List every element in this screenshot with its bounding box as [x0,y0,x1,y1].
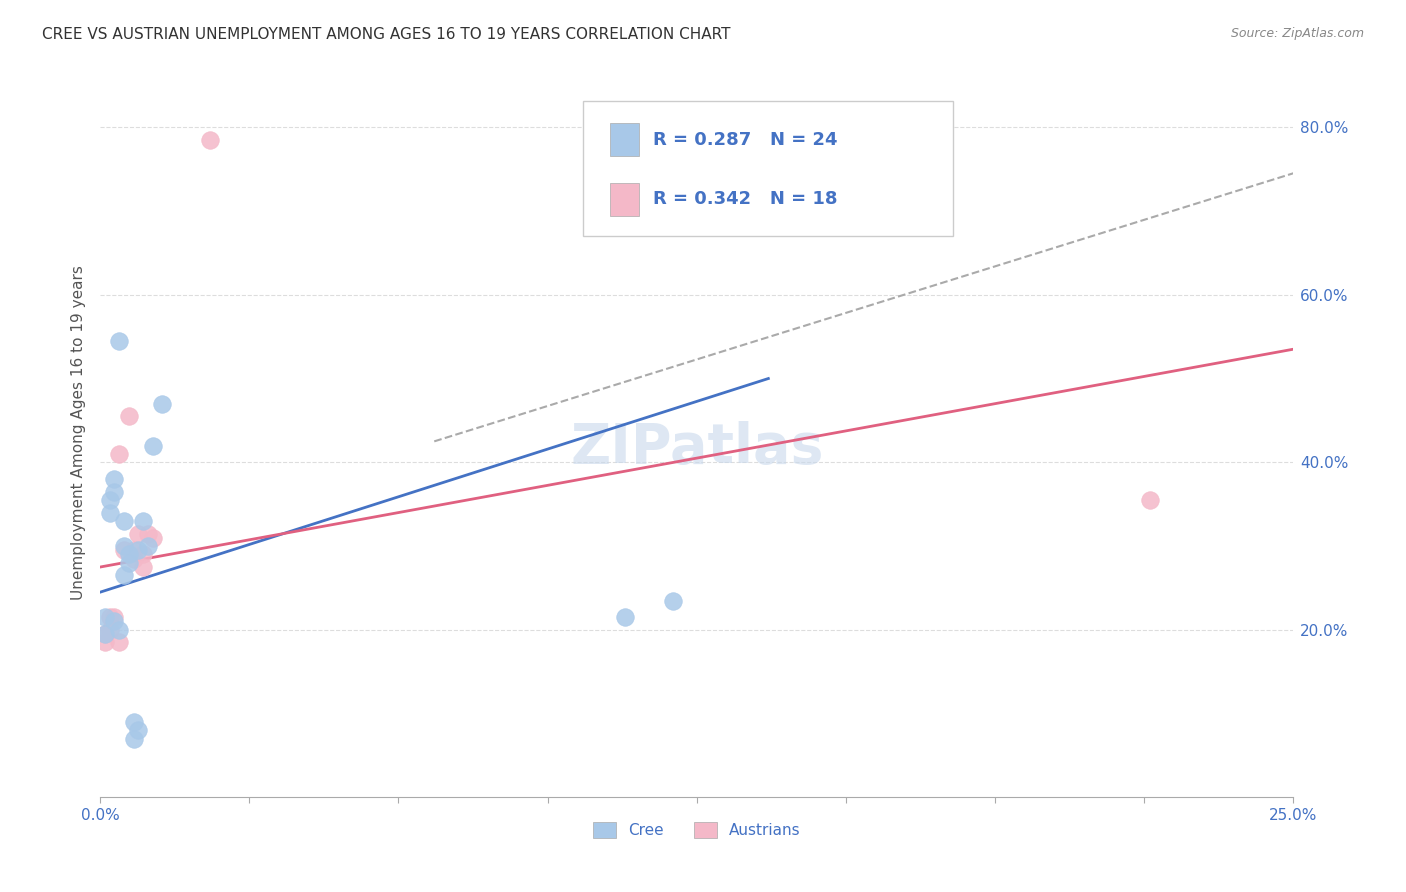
Point [118,548,141,562]
Point [98,623,121,637]
Point [150,397,173,411]
Point [108,623,131,637]
Point [122,551,145,566]
Point [142,438,165,452]
Point [98,610,121,624]
Point [142,531,165,545]
Point [94,627,117,641]
Point [118,556,141,570]
Text: ZIPatlas: ZIPatlas [569,420,824,475]
Text: CREE VS AUSTRIAN UNEMPLOYMENT AMONG AGES 16 TO 19 YEARS CORRELATION CHART: CREE VS AUSTRIAN UNEMPLOYMENT AMONG AGES… [42,27,731,42]
Point [132,548,155,562]
Point [122,543,145,558]
Point [112,568,135,582]
Point [94,627,117,641]
Point [127,543,149,558]
Bar [610,183,640,216]
Text: R = 0.342   N = 18: R = 0.342 N = 18 [652,190,837,209]
Point [136,526,159,541]
Point [118,409,141,424]
Point [112,539,135,553]
Point [122,714,145,729]
Point [1139,493,1161,508]
Text: R = 0.287   N = 24: R = 0.287 N = 24 [652,130,837,149]
Point [132,514,155,528]
Legend: Cree, Austrians: Cree, Austrians [586,816,807,845]
Point [122,731,145,746]
FancyBboxPatch shape [583,102,953,236]
Point [127,723,149,738]
Bar [610,123,640,156]
Text: Source: ZipAtlas.com: Source: ZipAtlas.com [1230,27,1364,40]
Point [98,493,121,508]
Point [108,635,131,649]
Point [132,560,155,574]
Point [103,615,125,629]
Point [614,610,637,624]
Point [108,334,131,348]
Point [112,514,135,528]
Point [127,526,149,541]
Point [136,539,159,553]
Point [198,133,221,147]
Point [103,484,125,499]
Point [103,472,125,486]
Point [98,506,121,520]
Point [112,543,135,558]
Point [103,610,125,624]
Point [94,635,117,649]
Point [94,610,117,624]
Point [108,447,131,461]
Point [662,593,685,607]
Y-axis label: Unemployment Among Ages 16 to 19 years: Unemployment Among Ages 16 to 19 years [72,266,86,600]
